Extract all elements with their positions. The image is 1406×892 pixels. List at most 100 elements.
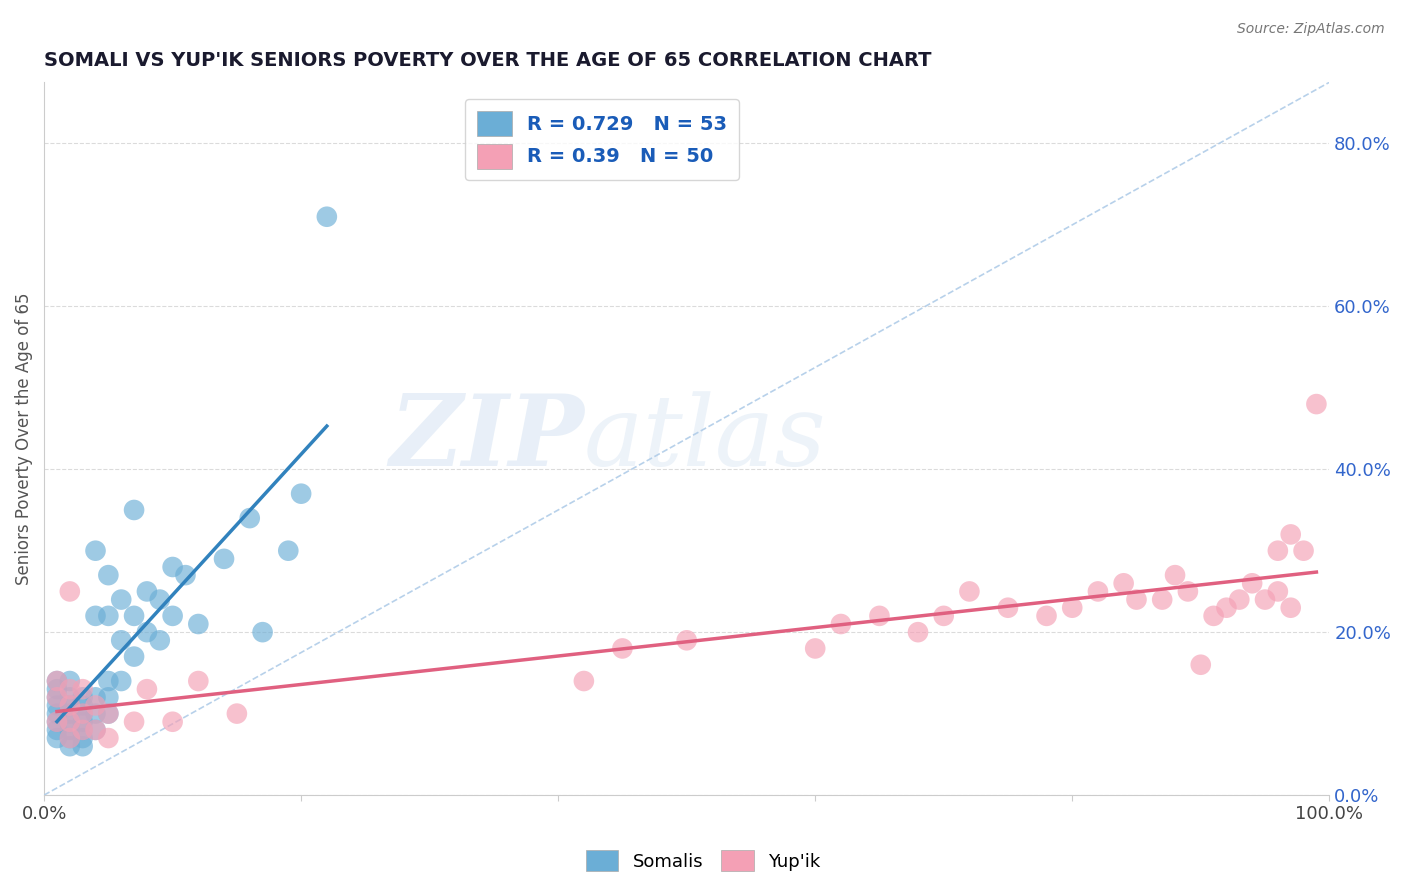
Point: [252, 625, 274, 640]
Point: [907, 625, 929, 640]
Point: [110, 592, 132, 607]
Point: [46, 682, 69, 697]
Point: [97, 690, 120, 705]
Point: [1035, 608, 1057, 623]
Point: [59, 682, 82, 697]
Point: [135, 584, 157, 599]
Point: [1279, 527, 1302, 541]
Point: [122, 649, 145, 664]
Point: [84, 608, 107, 623]
Point: [1189, 657, 1212, 672]
Point: [957, 584, 980, 599]
Point: [72, 706, 94, 721]
Point: [84, 706, 107, 721]
Point: [59, 731, 82, 745]
Point: [135, 625, 157, 640]
Point: [572, 673, 595, 688]
Point: [997, 600, 1019, 615]
Point: [46, 690, 69, 705]
Point: [315, 210, 337, 224]
Point: [162, 560, 184, 574]
Point: [149, 633, 172, 648]
Point: [59, 690, 82, 705]
Point: [59, 731, 82, 745]
Point: [1279, 600, 1302, 615]
Point: [72, 731, 94, 745]
Y-axis label: Seniors Poverty Over the Age of 65: Seniors Poverty Over the Age of 65: [15, 293, 32, 585]
Point: [84, 698, 107, 713]
Point: [1177, 584, 1199, 599]
Legend: Somalis, Yup'ik: Somalis, Yup'ik: [578, 843, 828, 879]
Point: [59, 698, 82, 713]
Point: [59, 723, 82, 737]
Point: [46, 698, 69, 713]
Point: [830, 617, 852, 632]
Point: [72, 690, 94, 705]
Point: [97, 568, 120, 582]
Legend: R = 0.729   N = 53, R = 0.39   N = 50: R = 0.729 N = 53, R = 0.39 N = 50: [465, 99, 740, 180]
Point: [1087, 584, 1109, 599]
Point: [72, 739, 94, 754]
Point: [46, 714, 69, 729]
Point: [1202, 608, 1225, 623]
Point: [174, 568, 197, 582]
Point: [225, 706, 247, 721]
Point: [46, 690, 69, 705]
Text: ZIP: ZIP: [389, 391, 583, 487]
Text: SOMALI VS YUP'IK SENIORS POVERTY OVER THE AGE OF 65 CORRELATION CHART: SOMALI VS YUP'IK SENIORS POVERTY OVER TH…: [44, 51, 932, 70]
Point: [97, 706, 120, 721]
Point: [149, 592, 172, 607]
Point: [59, 698, 82, 713]
Point: [932, 608, 955, 623]
Point: [239, 511, 262, 525]
Point: [122, 714, 145, 729]
Point: [72, 723, 94, 737]
Point: [1112, 576, 1135, 591]
Point: [46, 714, 69, 729]
Point: [46, 673, 69, 688]
Point: [72, 714, 94, 729]
Point: [1292, 543, 1315, 558]
Point: [1267, 543, 1289, 558]
Point: [84, 543, 107, 558]
Point: [72, 706, 94, 721]
Point: [1152, 592, 1174, 607]
Point: [1125, 592, 1147, 607]
Point: [869, 608, 891, 623]
Point: [72, 682, 94, 697]
Point: [59, 714, 82, 729]
Point: [804, 641, 827, 656]
Point: [46, 673, 69, 688]
Point: [162, 608, 184, 623]
Point: [1267, 584, 1289, 599]
Point: [59, 673, 82, 688]
Point: [46, 723, 69, 737]
Text: Source: ZipAtlas.com: Source: ZipAtlas.com: [1237, 22, 1385, 37]
Point: [162, 714, 184, 729]
Point: [122, 608, 145, 623]
Point: [72, 723, 94, 737]
Point: [59, 739, 82, 754]
Point: [1215, 600, 1237, 615]
Point: [84, 723, 107, 737]
Point: [97, 608, 120, 623]
Point: [1254, 592, 1277, 607]
Point: [84, 690, 107, 705]
Point: [97, 731, 120, 745]
Point: [612, 641, 634, 656]
Point: [97, 706, 120, 721]
Point: [135, 682, 157, 697]
Point: [46, 706, 69, 721]
Point: [1241, 576, 1264, 591]
Point: [290, 486, 312, 500]
Point: [212, 552, 235, 566]
Point: [1227, 592, 1250, 607]
Point: [1062, 600, 1084, 615]
Text: atlas: atlas: [583, 391, 827, 486]
Point: [187, 617, 209, 632]
Point: [187, 673, 209, 688]
Point: [84, 723, 107, 737]
Point: [277, 543, 299, 558]
Point: [59, 714, 82, 729]
Point: [110, 633, 132, 648]
